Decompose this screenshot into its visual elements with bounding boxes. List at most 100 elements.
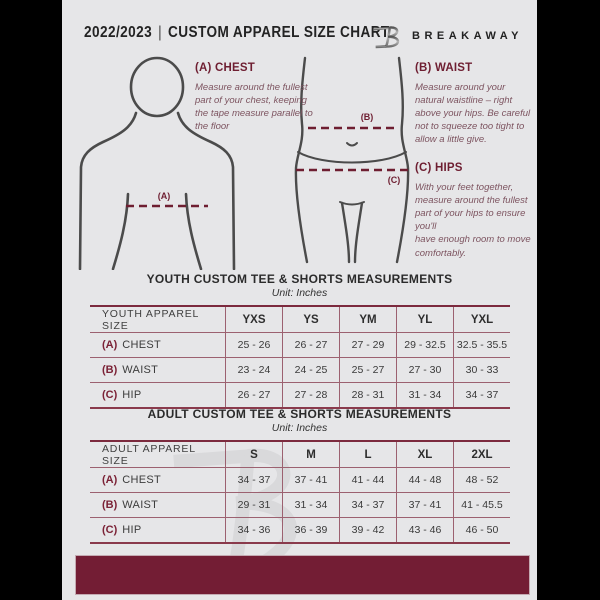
table-row: (B) WAIST 23 - 24 24 - 25 25 - 27 27 - 3…: [90, 357, 510, 382]
table-row: (A) CHEST 25 - 26 26 - 27 27 - 29 29 - 3…: [90, 332, 510, 357]
table-cell: 29 - 31: [225, 493, 282, 517]
row-key: (B): [102, 499, 118, 511]
torso-diagram: (A): [78, 56, 236, 270]
column-header: YS: [282, 307, 339, 332]
navel-mark: [346, 142, 358, 147]
table-cell: 23 - 24: [225, 358, 282, 382]
hips-instruction-body: With your feet together, measure around …: [415, 182, 531, 259]
table-cell: 39 - 42: [339, 518, 396, 542]
table-cell: 48 - 52: [453, 468, 510, 492]
row-key: (C): [102, 524, 118, 536]
right-inner-leg-line: [353, 201, 364, 264]
column-header: M: [282, 442, 339, 467]
row-header: (B) WAIST: [90, 358, 225, 382]
table-cell: 26 - 27: [225, 383, 282, 407]
row-label: HIP: [122, 524, 142, 536]
chest-instruction: (A) CHEST Measure around the fullest par…: [195, 62, 313, 133]
brand-block: BREAKAWAY: [373, 20, 523, 51]
row-header: (A) CHEST: [90, 333, 225, 357]
table-cell: 37 - 41: [396, 493, 453, 517]
table-cell: 34 - 37: [225, 468, 282, 492]
row-key: (C): [102, 389, 118, 401]
row-header: (A) CHEST: [90, 468, 225, 492]
row-key: (A): [102, 474, 118, 486]
breakaway-logo-icon: [373, 26, 400, 49]
waist-instruction: (B) WAIST Measure around your natural wa…: [415, 62, 535, 147]
table-row: (C) HIP 34 - 36 36 - 39 39 - 42 43 - 46 …: [90, 517, 510, 542]
table-cell: 34 - 37: [453, 383, 510, 407]
table-cell: 27 - 30: [396, 358, 453, 382]
row-label: WAIST: [122, 499, 159, 511]
column-header: S: [225, 442, 282, 467]
page-title: 2022/2023 | CUSTOM APPAREL SIZE CHART: [84, 24, 390, 42]
youth-table-unit: Unit: Inches: [271, 287, 328, 299]
table-row: (B) WAIST 29 - 31 31 - 34 34 - 37 37 - 4…: [90, 492, 510, 517]
waist-line-label: (B): [361, 112, 374, 122]
column-header: YXS: [225, 307, 282, 332]
table-cell: 27 - 28: [282, 383, 339, 407]
youth-table-title: YOUTH CUSTOM TEE & SHORTS MEASUREMENTS: [146, 272, 453, 286]
right-armpit-line: [184, 192, 203, 270]
waist-instruction-heading: (B) WAIST: [415, 62, 473, 74]
table-cell: 25 - 26: [225, 333, 282, 357]
column-header: XL: [396, 442, 453, 467]
table-cell: 24 - 25: [282, 358, 339, 382]
hip-line-label: (C): [388, 175, 401, 185]
title-divider: |: [158, 24, 163, 41]
adult-table-title: ADULT CUSTOM TEE & SHORTS MEASUREMENTS: [147, 407, 452, 421]
table-cell: 36 - 39: [282, 518, 339, 542]
column-header: L: [339, 442, 396, 467]
table-cell: 30 - 33: [453, 358, 510, 382]
table-cell: 32.5 - 35.5: [453, 333, 510, 357]
hips-instruction-heading: (C) HIPS: [415, 162, 463, 174]
table-cell: 46 - 50: [453, 518, 510, 542]
left-inner-leg-line: [340, 201, 351, 264]
table-cell: 41 - 45.5: [453, 493, 510, 517]
row-header: (C) HIP: [90, 383, 225, 407]
left-armpit-line: [111, 192, 130, 270]
table-cell: 34 - 36: [225, 518, 282, 542]
row-key: (A): [102, 339, 118, 351]
chest-line-label: (A): [158, 191, 171, 201]
row-label: CHEST: [122, 474, 162, 486]
hips-instruction: (C) HIPS With your feet together, measur…: [415, 162, 535, 260]
brand-name: BREAKAWAY: [412, 29, 523, 42]
table-cell: 26 - 27: [282, 333, 339, 357]
row-label: HIP: [122, 389, 142, 401]
lower-body-diagram: (B) (C): [294, 56, 410, 264]
table-cell: 44 - 48: [396, 468, 453, 492]
table-row: (A) CHEST 34 - 37 37 - 41 41 - 44 44 - 4…: [90, 467, 510, 492]
row-header: (B) WAIST: [90, 493, 225, 517]
right-side-outline: [395, 56, 410, 264]
season-label: 2022/2023: [84, 24, 153, 41]
table-cell: 37 - 41: [282, 468, 339, 492]
table-row: (C) HIP 26 - 27 27 - 28 28 - 31 31 - 34 …: [90, 382, 510, 407]
table-cell: 43 - 46: [396, 518, 453, 542]
column-header: YL: [396, 307, 453, 332]
row-label: CHEST: [122, 339, 162, 351]
hip-band-curve: [297, 151, 407, 164]
chart-title: CUSTOM APPAREL SIZE CHART: [167, 24, 390, 41]
chest-instruction-body: Measure around the fullest part of your …: [195, 82, 313, 133]
footer-accent-bar: [75, 555, 530, 595]
crotch-curve: [339, 201, 365, 206]
left-side-outline: [294, 56, 309, 264]
youth-size-table: YOUTH APPAREL SIZE YXS YS YM YL YXL (A) …: [90, 305, 510, 409]
column-header: YM: [339, 307, 396, 332]
head-outline: [129, 56, 185, 118]
adult-table-header-row: ADULT APPAREL SIZE S M L XL 2XL: [90, 442, 510, 467]
table-cell: 31 - 34: [396, 383, 453, 407]
column-header: 2XL: [453, 442, 510, 467]
table-cell: 34 - 37: [339, 493, 396, 517]
adult-size-table: ADULT APPAREL SIZE S M L XL 2XL (A) CHES…: [90, 440, 510, 544]
column-header: ADULT APPAREL SIZE: [102, 442, 196, 467]
table-cell: 27 - 29: [339, 333, 396, 357]
table-cell: 28 - 31: [339, 383, 396, 407]
right-shoulder-outline: [176, 111, 236, 270]
table-cell: 29 - 32.5: [396, 333, 453, 357]
size-chart-page: 2022/2023 | CUSTOM APPAREL SIZE CHART: [62, 0, 537, 600]
column-header: YOUTH APPAREL SIZE: [102, 307, 199, 332]
table-cell: 41 - 44: [339, 468, 396, 492]
chest-instruction-heading: (A) CHEST: [195, 62, 255, 74]
